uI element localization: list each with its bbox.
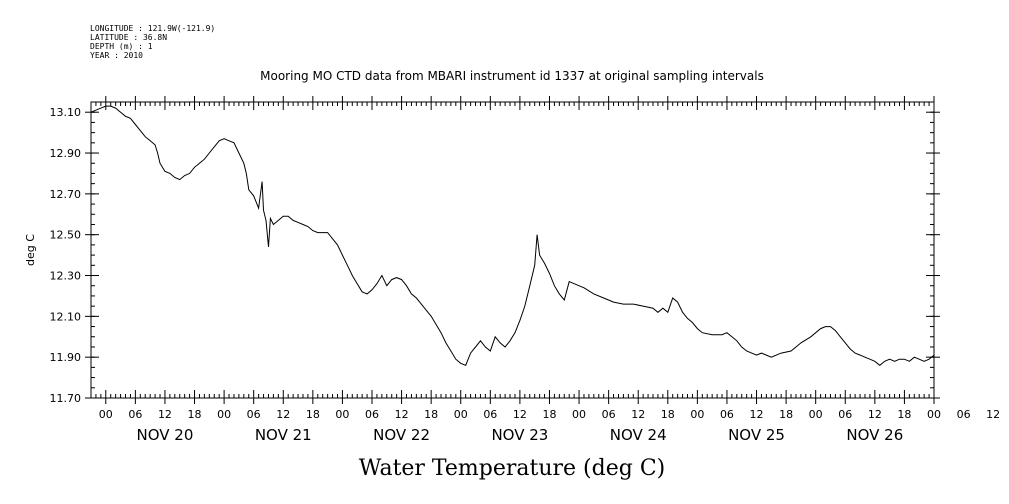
year-label: YEAR : 2010 [90, 51, 143, 60]
x-tick-label: 00 [690, 408, 704, 421]
x-tick-labels: 00 06 12 18 00 06 12 18 00 06 12 18 00 06 12 18 00 06 12 18… [99, 408, 1000, 421]
x-tick-label: 12 [276, 408, 290, 421]
y-tick-label: 11.70 [50, 392, 82, 405]
meta-block: LONGITUDE : 121.9W(-121.9) LATITUDE : 36… [90, 24, 215, 60]
x-tick-label: 06 [602, 408, 616, 421]
x-tick-label: 06 [483, 408, 497, 421]
day-label: NOV 26 [846, 426, 903, 444]
y-tick-label: 12.10 [50, 310, 82, 323]
axis-ticks [85, 96, 940, 404]
longitude-label: LONGITUDE : 121.9W(-121.9) [90, 24, 215, 33]
y-tick-label: 12.90 [50, 147, 82, 160]
water-temperature-line [90, 105, 935, 366]
day-label: NOV 25 [728, 426, 785, 444]
x-tick-label: 18 [424, 408, 438, 421]
day-label: NOV 20 [137, 426, 194, 444]
x-tick-label: 18 [306, 408, 320, 421]
x-tick-label: 12 [750, 408, 764, 421]
bottom-title: Water Temperature (deg C) [359, 456, 666, 481]
y-axis-label: deg C [24, 234, 37, 266]
y-tick-label: 13.10 [50, 106, 82, 119]
y-tick-label: 12.30 [50, 270, 82, 283]
x-tick-label: 12 [631, 408, 645, 421]
plot-frame [90, 101, 935, 399]
y-tick-labels: 11.70 11.90 12.10 12.30 12.50 12.70 12.90 13.10 [50, 106, 82, 405]
day-label: NOV 24 [610, 426, 667, 444]
y-tick-label: 12.70 [50, 188, 82, 201]
x-tick-label: 12 [513, 408, 527, 421]
x-tick-label: 00 [335, 408, 349, 421]
x-tick-label: 06 [957, 408, 971, 421]
x-tick-label: 06 [128, 408, 142, 421]
day-label: NOV 23 [491, 426, 548, 444]
x-tick-label: 18 [188, 408, 202, 421]
x-tick-label: 18 [542, 408, 556, 421]
day-label: NOV 21 [255, 426, 312, 444]
x-tick-label: 00 [217, 408, 231, 421]
x-tick-label: 00 [927, 408, 941, 421]
x-tick-label: 18 [661, 408, 675, 421]
x-tick-label: 18 [779, 408, 793, 421]
x-tick-label: 18 [897, 408, 911, 421]
day-labels: NOV 20 NOV 21 NOV 22 NOV 23 NOV 24 NOV 25 NOV … [137, 426, 904, 444]
chart-title: Mooring MO CTD data from MBARI instrumen… [260, 69, 764, 83]
y-tick-label: 11.90 [50, 351, 82, 364]
x-tick-label: 06 [720, 408, 734, 421]
latitude-label: LATITUDE : 36.8N [90, 33, 167, 42]
x-tick-label: 06 [838, 408, 852, 421]
x-tick-label: 00 [99, 408, 113, 421]
day-label: NOV 22 [373, 426, 430, 444]
x-tick-label: 00 [454, 408, 468, 421]
x-tick-label: 12 [986, 408, 1000, 421]
x-tick-label: 12 [868, 408, 882, 421]
x-tick-label: 00 [809, 408, 823, 421]
x-tick-label: 00 [572, 408, 586, 421]
x-tick-label: 12 [395, 408, 409, 421]
y-tick-label: 12.50 [50, 229, 82, 242]
x-tick-label: 06 [247, 408, 261, 421]
x-tick-label: 06 [365, 408, 379, 421]
depth-label: DEPTH (m) : 1 [90, 42, 153, 51]
x-tick-label: 12 [158, 408, 172, 421]
